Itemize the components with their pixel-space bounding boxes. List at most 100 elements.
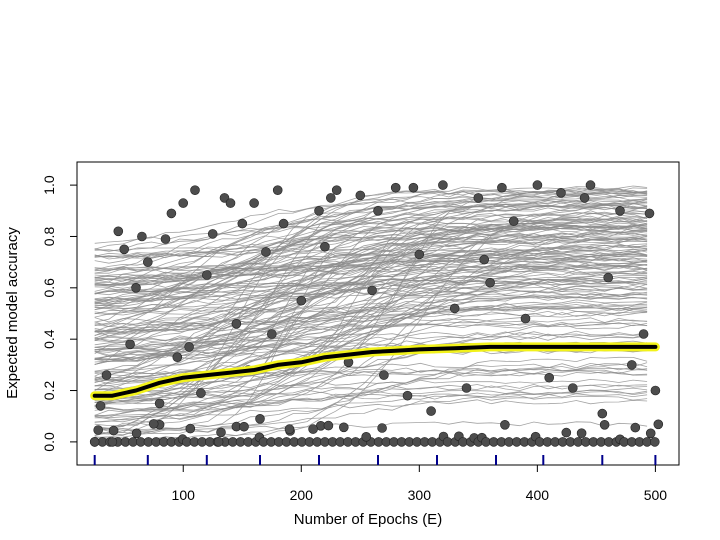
sample-curve [94,202,648,286]
data-point [178,198,188,208]
data-point [402,390,413,401]
data-point [261,247,271,257]
data-point [237,218,248,229]
data-point [579,193,590,203]
data-point [479,254,490,265]
data-point [544,372,555,383]
data-point [266,329,277,339]
data-point [626,360,637,370]
data-point [408,182,419,193]
data-point [331,185,342,195]
data-point [190,185,200,195]
sample-curve [94,260,648,272]
sample-curve [94,257,648,288]
sample-curve [94,226,648,426]
data-point [119,244,129,255]
data-point [556,188,566,198]
data-point [143,257,153,267]
sample-curve [94,223,648,307]
data-point [231,318,242,329]
data-point [148,419,159,429]
sample-curve [94,238,648,315]
sample-curve [94,238,648,259]
data-point [485,277,495,288]
data-point [249,198,259,208]
near-zero-point [216,427,226,438]
sample-curve [94,378,648,393]
data-point [603,272,614,283]
sample-curve [94,370,648,436]
data-point [379,370,389,380]
sample-curves [94,185,648,442]
data-point [449,303,460,314]
data-point [225,198,236,208]
data-point [308,424,318,434]
y-tick-label: 0.0 [41,432,57,452]
data-point [166,208,177,219]
sample-curve [94,323,648,387]
near-zero-point [323,420,334,431]
sample-curve [94,191,648,341]
data-point [95,401,106,411]
x-tick-label: 500 [644,487,668,503]
near-zero-point [576,428,587,439]
sample-curve [94,306,648,408]
sample-curve [94,356,648,406]
near-zero-point [108,425,119,436]
data-point [296,295,307,306]
near-zero-point [185,423,196,434]
near-zero-point [599,419,610,430]
sample-curve [94,216,648,411]
sample-curve [94,224,648,305]
data-point [532,180,543,190]
data-point [615,206,625,216]
sample-curve [94,247,648,305]
sample-curve [94,383,648,398]
data-point [202,270,212,280]
sample-curve [94,188,648,433]
data-point [137,231,147,242]
y-tick-label: 0.4 [41,329,57,349]
y-tick-label: 0.6 [41,278,57,298]
near-zero-point [131,428,142,439]
sample-curve [94,362,648,406]
near-zero-point [338,422,349,433]
data-point [361,431,372,442]
x-axis: 100 200 300 400 500 [172,465,668,503]
data-point [355,190,366,201]
sample-curve [94,252,648,348]
sample-curve [94,196,648,250]
near-zero-point [561,427,572,438]
x-tick-label: 100 [172,487,196,503]
near-zero-point [377,423,387,433]
zero-point [649,437,660,447]
x-tick-label: 300 [408,487,432,503]
sample-curve [94,317,648,323]
data-point [131,282,141,293]
data-point [207,229,218,239]
sample-curve [94,296,648,327]
near-zero-point [645,428,656,439]
sample-curve [94,253,648,343]
mean-curve-line [92,344,658,398]
data-point [89,437,100,447]
sample-curve [94,302,648,406]
data-point [255,413,265,424]
data-point [314,206,324,216]
data-point [184,342,194,352]
near-zero-point [653,419,664,430]
sample-curve [94,258,648,285]
mean-curve [90,342,660,401]
data-points [89,180,661,447]
data-point [160,234,171,244]
sample-curve [94,264,648,274]
data-point [438,180,448,190]
data-point [367,285,377,296]
data-point [154,398,165,409]
data-point [461,383,472,393]
sample-curve [94,200,648,258]
data-point [101,370,112,380]
sample-curve [94,270,648,360]
data-point [567,383,578,393]
